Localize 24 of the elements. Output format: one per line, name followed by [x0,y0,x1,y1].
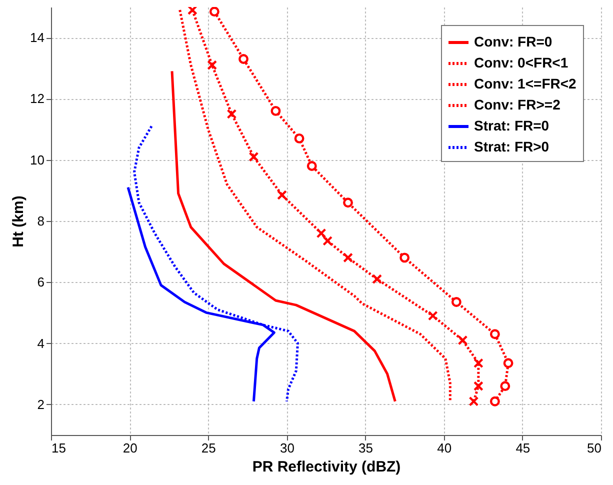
x-tick-label: 40 [437,440,452,456]
legend-label: Conv: 1<=FR<2 [474,76,577,92]
y-tick-label: 6 [37,274,44,290]
x-tick-label: 20 [122,440,138,456]
x-tick-label: 15 [52,440,66,456]
legend-label: Conv: FR=0 [474,34,552,50]
y-tick-label: 8 [37,214,44,228]
legend-label: Strat: FR=0 [474,118,550,134]
y-tick-label: 10 [30,152,44,168]
x-axis-title: PR Reflectivity (dBZ) [252,458,401,476]
x-tick-label: 50 [587,440,602,456]
x-tick-label: 45 [516,440,530,456]
legend-label: Conv: FR>=2 [474,96,561,112]
legend-label: Strat: FR>0 [474,138,550,154]
line-series [170,70,396,403]
x-tick-label: 35 [358,440,374,456]
y-tick-label: 2 [37,396,44,412]
y-tick-label: 4 [37,336,44,351]
legend-label: Conv: 0<FR<1 [474,54,568,70]
y-axis-title: Ht (km) [10,196,28,248]
y-tick-label: 14 [30,30,44,46]
x-tick-label: 30 [280,440,294,456]
x-tick-label: 25 [201,440,216,456]
y-tick-label: 12 [30,91,44,106]
